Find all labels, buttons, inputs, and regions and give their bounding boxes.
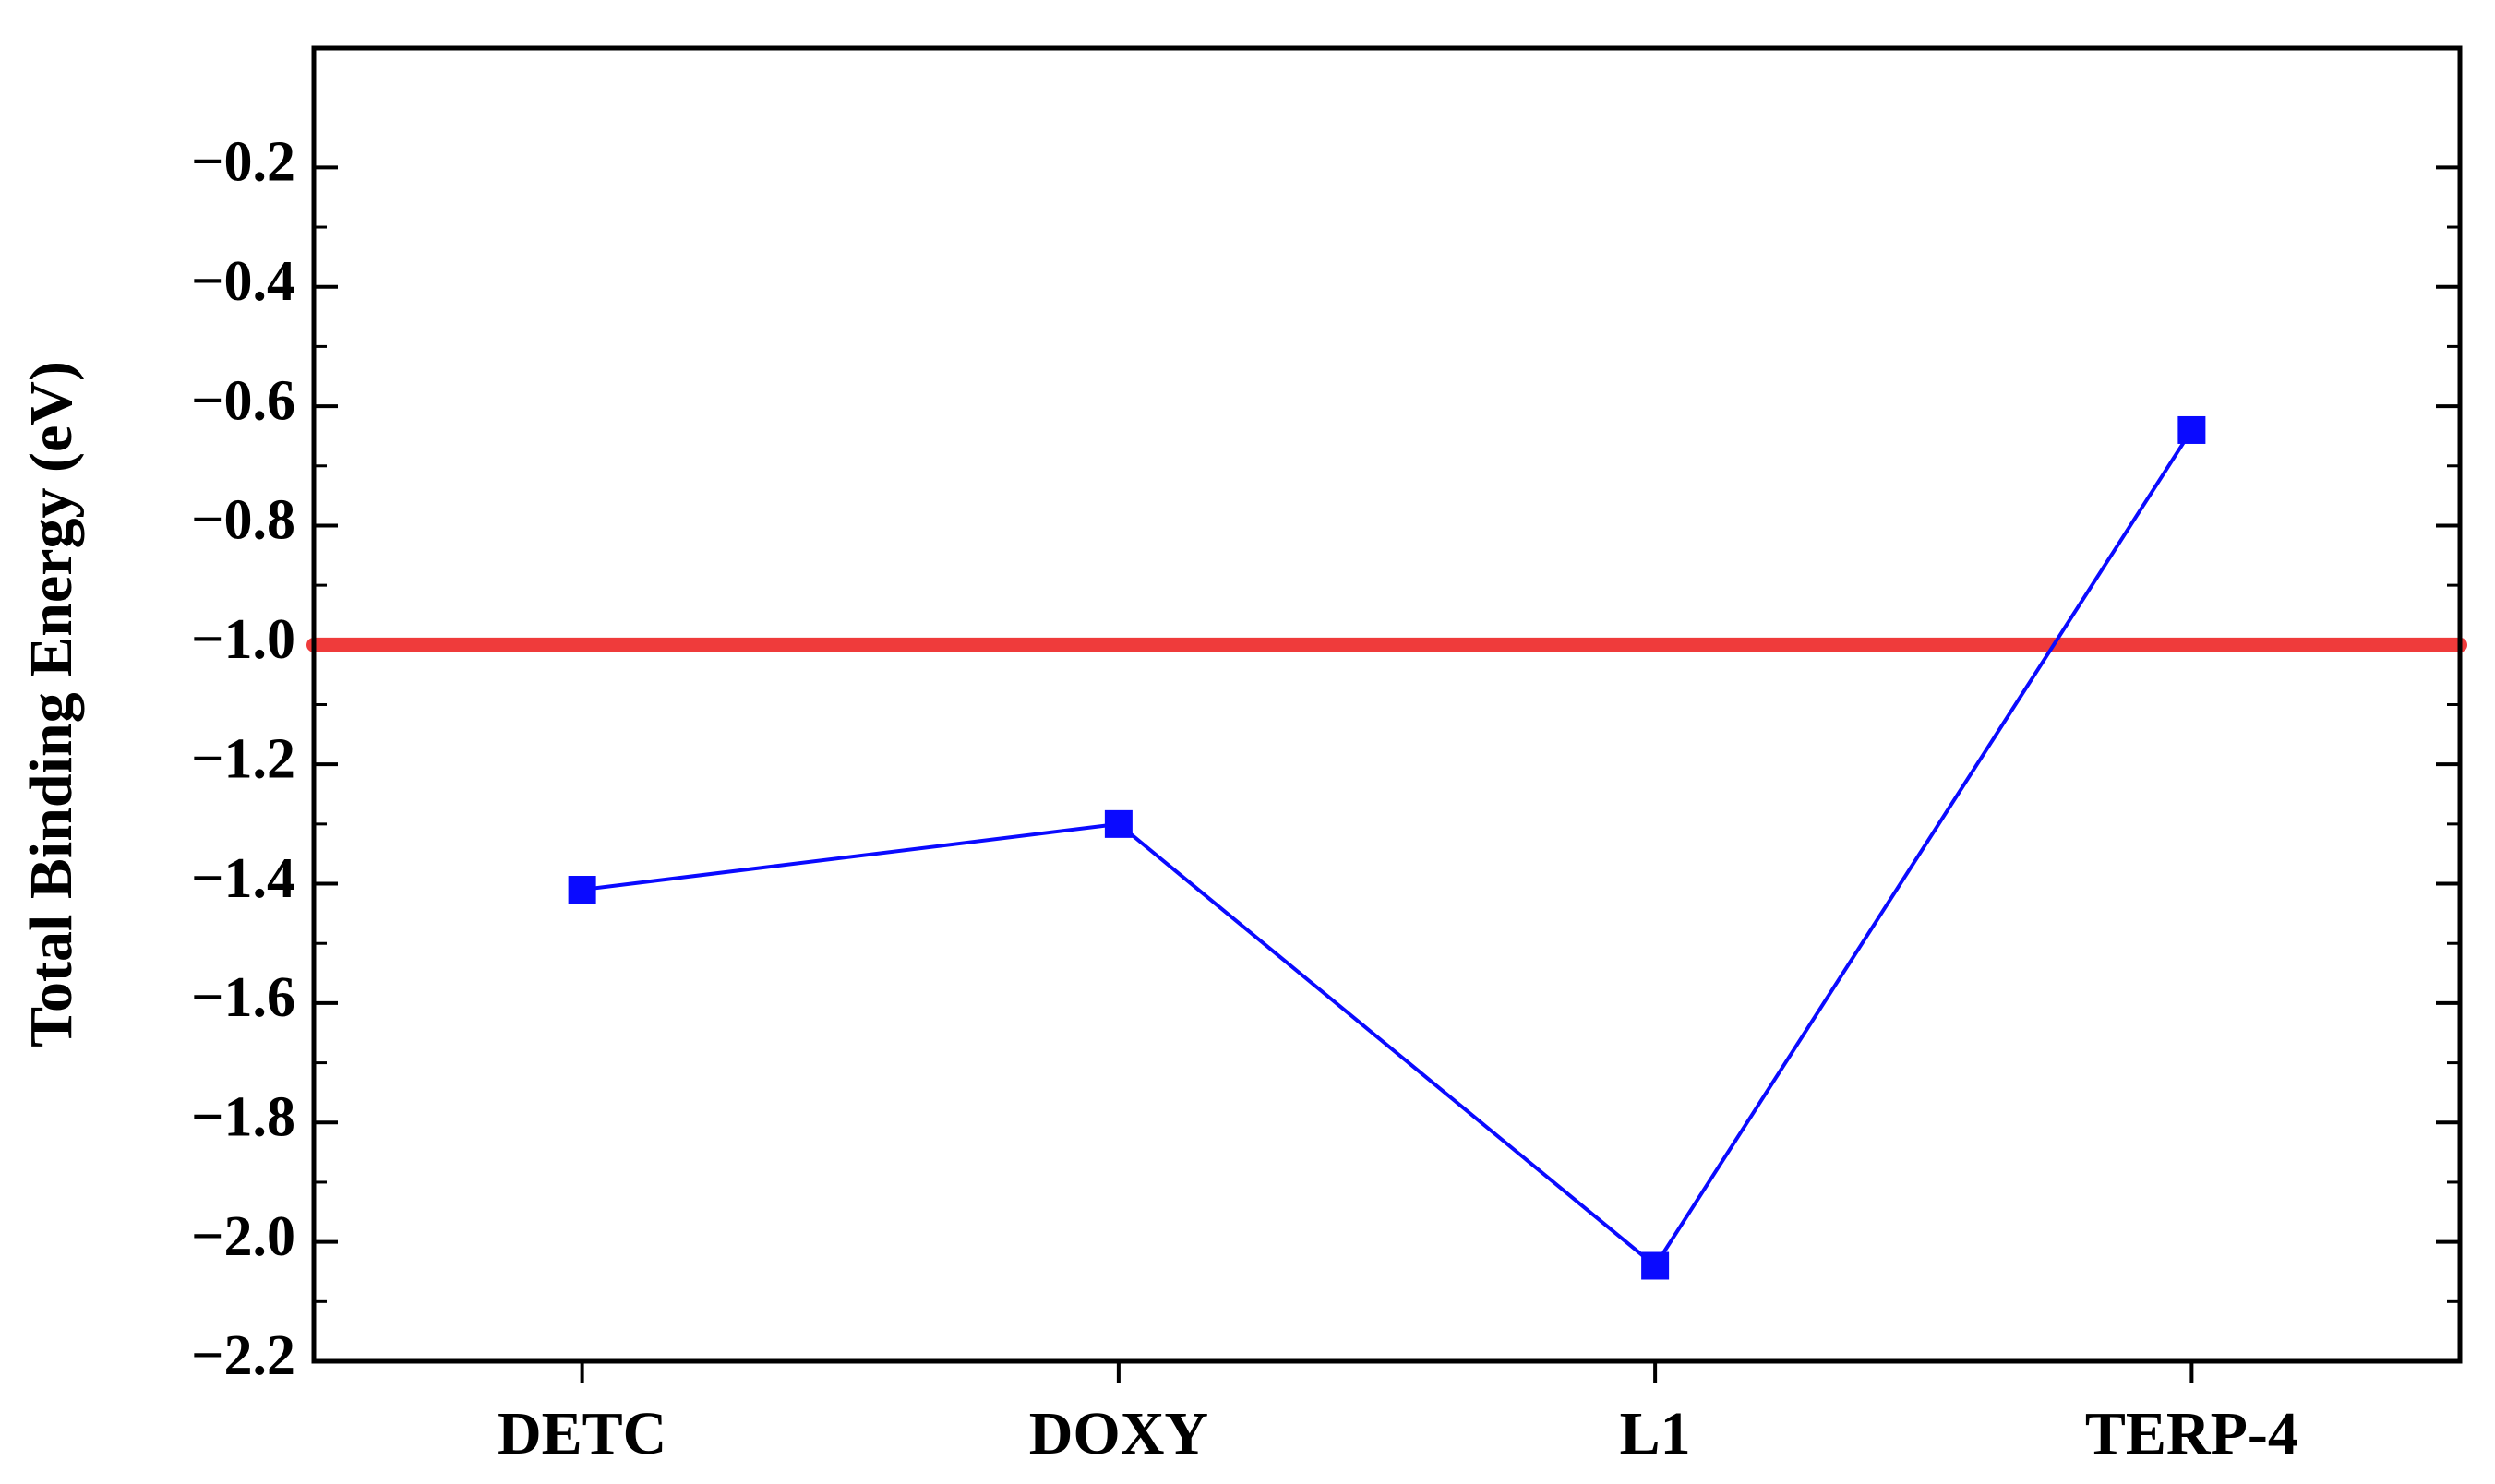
y-tick-label: −1.6	[191, 966, 295, 1029]
x-tick-label: L1	[1620, 1400, 1691, 1467]
y-tick-label: −2.0	[191, 1205, 295, 1268]
x-tick-label: DETC	[498, 1400, 666, 1467]
y-tick-label: −0.6	[191, 369, 295, 432]
y-tick-label: −0.4	[191, 250, 295, 313]
y-tick-label: −2.2	[191, 1324, 295, 1387]
marker	[1641, 1251, 1670, 1280]
y-tick-label: −1.8	[191, 1086, 295, 1149]
y-tick-label: −0.8	[191, 489, 295, 552]
y-tick-label: −1.4	[191, 847, 295, 910]
marker	[568, 876, 596, 904]
x-tick-label: DOXY	[1029, 1400, 1208, 1467]
marker	[2177, 415, 2206, 444]
series-line	[582, 428, 2194, 1269]
x-tick-label: TERP-4	[2085, 1400, 2298, 1467]
y-axis-label: Total Binding Energy (eV)	[18, 361, 85, 1047]
marker	[1104, 809, 1133, 838]
y-tick-label: −1.0	[191, 608, 295, 671]
plot-frame	[311, 45, 2463, 1364]
y-tick-label: −1.2	[191, 727, 295, 790]
y-tick-label: −0.2	[191, 131, 295, 194]
